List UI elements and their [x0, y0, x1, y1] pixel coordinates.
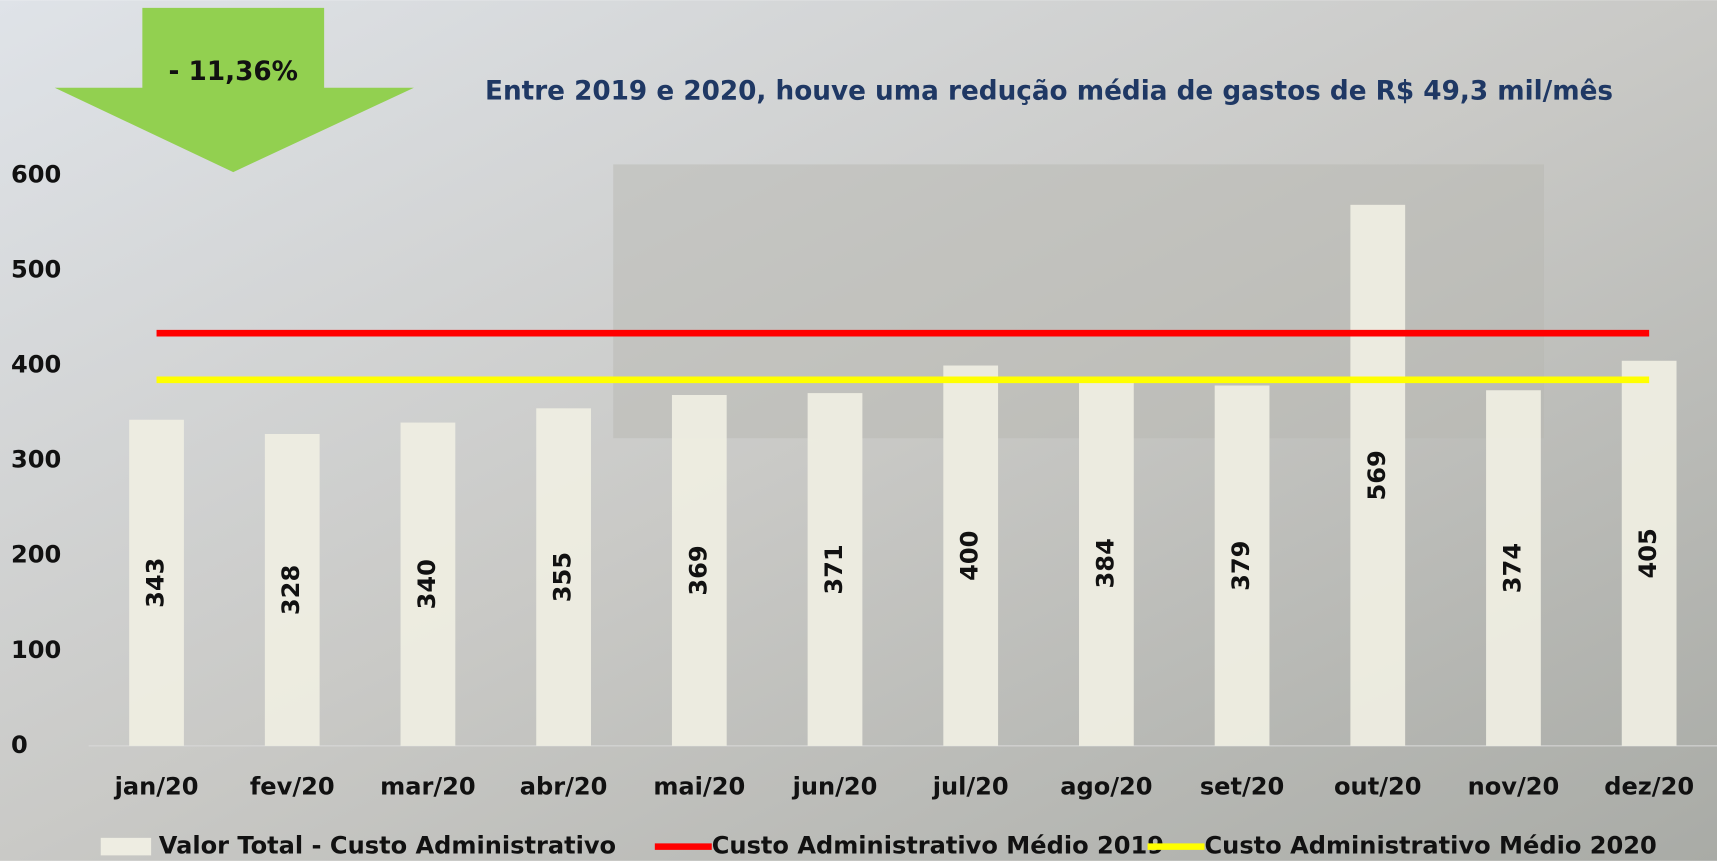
bar: [1486, 390, 1541, 746]
data-label: 400: [956, 531, 984, 581]
annotation: - 11,36%: [169, 57, 298, 87]
chart-title: Entre 2019 e 2020, houve uma redução méd…: [485, 77, 1613, 107]
bar: [400, 422, 456, 746]
bar: [1214, 385, 1270, 746]
legend-swatch: [100, 837, 152, 856]
bar: [943, 365, 999, 746]
y-tick-label: 600: [11, 160, 61, 188]
legend-label: Custo Administrativo Médio 2019: [712, 832, 1164, 860]
x-tick-label: ago/20: [1060, 772, 1152, 800]
legend-label: Custo Administrativo Médio 2020: [1205, 832, 1657, 860]
bar: [671, 395, 727, 746]
data-label: 384: [1091, 538, 1119, 588]
x-tick-label: jul/20: [932, 772, 1009, 800]
bar: [264, 433, 320, 746]
x-tick-label: out/20: [1334, 772, 1422, 800]
x-tick-label: fev/20: [250, 772, 335, 800]
x-tick-label: jan/20: [114, 772, 199, 800]
bar: [1079, 380, 1134, 746]
data-label: 405: [1634, 528, 1662, 578]
data-label: 569: [1363, 450, 1391, 500]
y-tick-label: 100: [11, 636, 61, 664]
legend-label: Valor Total - Custo Administrativo: [159, 832, 616, 860]
x-tick-label: abr/20: [520, 772, 608, 800]
data-label: 343: [142, 558, 170, 608]
y-tick-label: 300: [11, 446, 61, 474]
x-tick-label: mai/20: [653, 772, 745, 800]
down-arrow: [54, 7, 414, 173]
x-tick-label: jun/20: [792, 772, 878, 800]
data-label: 340: [413, 559, 441, 609]
bar: [807, 393, 863, 746]
bar: [536, 408, 591, 746]
y-tick-label: 500: [11, 255, 61, 283]
data-label: 371: [820, 544, 848, 594]
y-tick-label: 400: [11, 351, 61, 379]
y-tick-label: 200: [11, 541, 61, 569]
x-tick-label: set/20: [1200, 772, 1284, 800]
y-tick-label: 0: [11, 731, 28, 759]
data-label: 369: [684, 545, 712, 595]
data-label: 328: [277, 565, 305, 615]
data-label: 379: [1227, 541, 1255, 591]
x-tick-label: dez/20: [1604, 772, 1694, 800]
data-label: 374: [1498, 543, 1526, 593]
bar: [1350, 204, 1406, 746]
x-tick-label: nov/20: [1468, 772, 1560, 800]
x-tick-label: mar/20: [380, 772, 476, 800]
bar: [1621, 360, 1677, 746]
bar: [129, 419, 184, 746]
data-label: 355: [549, 552, 577, 602]
